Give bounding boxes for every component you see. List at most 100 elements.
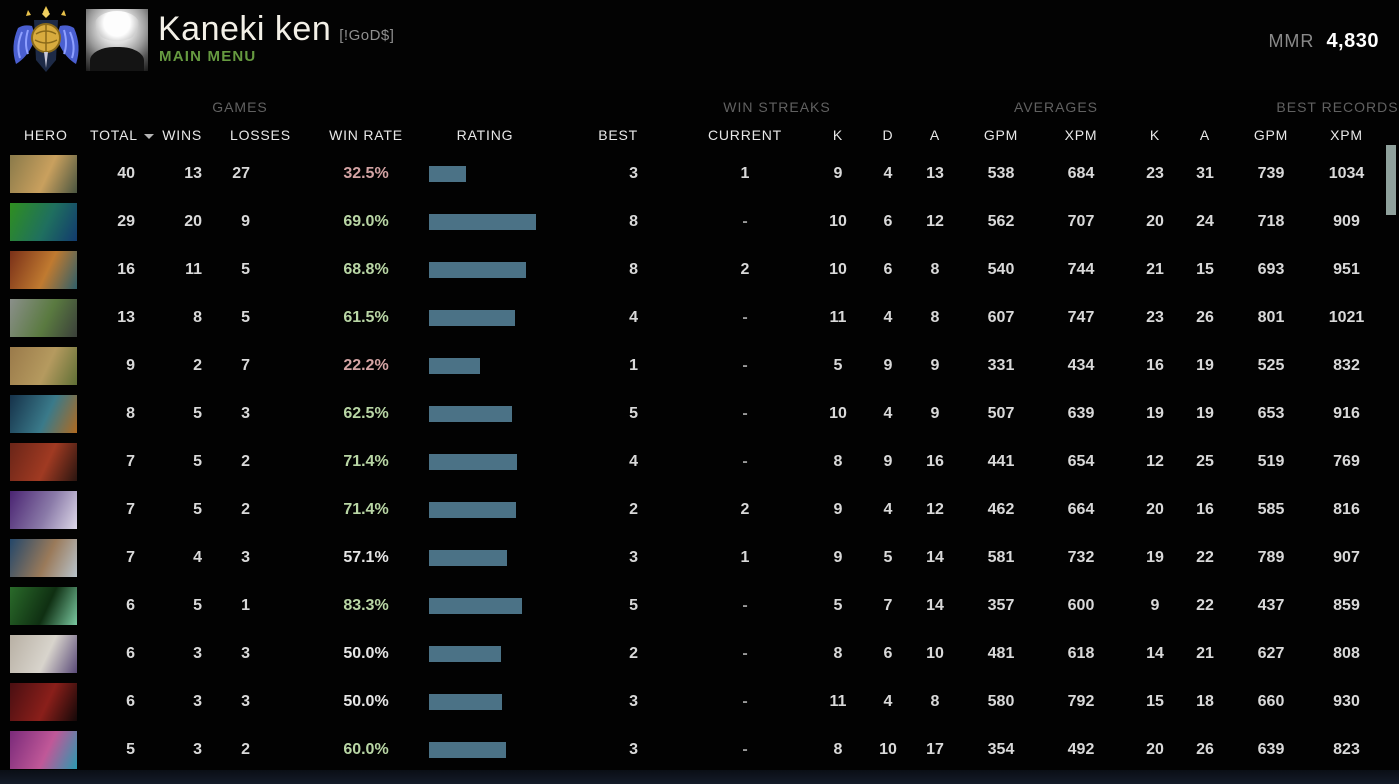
wins-value: 5 [193,453,202,470]
rxpm-value: 930 [1333,693,1360,710]
chevron-down-icon [143,133,154,139]
hero-row[interactable]: 5 3 2 60.0% 3 - 8 10 17 354 492 20 26 639 823 [0,726,1385,774]
hero-portrait[interactable] [10,347,77,385]
hero-portrait[interactable] [10,299,77,337]
xpm-value: 664 [1067,501,1095,518]
total-value: 5 [126,741,135,758]
xpm-value: 654 [1067,453,1095,470]
column-wins[interactable]: WINS [162,127,202,143]
column-gpm[interactable]: GPM [983,127,1019,143]
top-bar: Kaneki ken [!GoD$] MAIN MENU MMR 4,830 [0,0,1399,90]
hero-row[interactable]: 6 3 3 50.0% 3 - 11 4 8 580 792 15 18 660 930 [0,678,1385,726]
wins-value: 13 [184,165,202,182]
column-best-gpm[interactable]: GPM [1253,127,1289,143]
gpm-value: 354 [987,741,1015,758]
hero-portrait[interactable] [10,539,77,577]
rating-bar [410,358,560,374]
hero-row[interactable]: 13 8 5 61.5% 4 - 11 4 8 607 747 23 26 801 1021 [0,294,1385,342]
player-name: Kaneki ken [!GoD$] [158,10,395,48]
hero-row[interactable]: 7 4 3 57.1% 3 1 9 5 14 581 732 19 22 789 907 [0,534,1385,582]
main-menu-button[interactable]: MAIN MENU [159,48,257,65]
column-losses[interactable]: LOSSES [230,127,291,143]
column-assists[interactable]: A [929,127,941,143]
mmr-value: 4,830 [1326,30,1379,52]
best-value: 3 [629,741,638,758]
a-value: 14 [926,597,944,614]
ra-value: 19 [1196,357,1214,374]
ra-value: 21 [1196,645,1214,662]
win-rate-value: 68.8% [343,261,389,278]
wins-value: 4 [193,549,202,566]
hero-cell [0,203,90,241]
total-value: 40 [117,165,135,182]
d-value: 6 [883,645,893,662]
current-value: - [742,213,748,230]
wins-value: 3 [193,741,202,758]
column-win-rate[interactable]: WIN RATE [329,127,403,143]
hero-portrait[interactable] [10,395,77,433]
hero-portrait[interactable] [10,203,77,241]
rxpm-value: 909 [1333,213,1360,230]
column-kills[interactable]: K [832,127,844,143]
column-xpm[interactable]: XPM [1064,127,1098,143]
column-hero[interactable]: HERO [24,127,68,143]
best-value: 5 [629,597,638,614]
rxpm-value: 823 [1333,741,1360,758]
current-value: - [742,405,748,422]
scrollbar-thumb[interactable] [1386,145,1396,215]
gpm-value: 481 [987,645,1015,662]
ra-value: 31 [1196,165,1214,182]
hero-portrait[interactable] [10,155,77,193]
xpm-value: 434 [1067,357,1095,374]
losses-value: 5 [241,309,250,326]
hero-row[interactable]: 7 5 2 71.4% 4 - 8 9 16 441 654 12 25 519 769 [0,438,1385,486]
losses-value: 9 [241,213,250,230]
hero-portrait[interactable] [10,251,77,289]
hero-cell [0,299,90,337]
hero-portrait[interactable] [10,587,77,625]
ra-value: 25 [1196,453,1214,470]
total-value: 16 [117,261,135,278]
d-value: 4 [883,693,893,710]
column-total[interactable]: TOTAL [90,118,160,152]
hero-portrait[interactable] [10,635,77,673]
hero-row[interactable]: 29 20 9 69.0% 8 - 10 6 12 562 707 20 24 718 909 [0,198,1385,246]
rk-value: 21 [1146,261,1164,278]
hero-row[interactable]: 6 3 3 50.0% 2 - 8 6 10 481 618 14 21 627 808 [0,630,1385,678]
scrollbar-track[interactable] [1385,140,1399,780]
column-best-xpm[interactable]: XPM [1330,127,1363,143]
hero-row[interactable]: 8 5 3 62.5% 5 - 10 4 9 507 639 19 19 653 916 [0,390,1385,438]
column-best-assists[interactable]: A [1199,127,1211,143]
hero-portrait[interactable] [10,731,77,769]
hero-row[interactable]: 40 13 27 32.5% 3 1 9 4 13 538 684 23 31 739 1034 [0,150,1385,198]
xpm-value: 747 [1067,309,1095,326]
rk-value: 12 [1146,453,1164,470]
hero-portrait[interactable] [10,443,77,481]
hero-portrait[interactable] [10,683,77,721]
rgpm-value: 639 [1257,741,1285,758]
k-value: 10 [829,261,847,278]
column-best[interactable]: BEST [598,127,638,143]
column-best-kills[interactable]: K [1149,127,1161,143]
rxpm-value: 951 [1333,261,1360,278]
gpm-value: 441 [987,453,1015,470]
hero-row[interactable]: 9 2 7 22.2% 1 - 5 9 9 331 434 16 19 525 832 [0,342,1385,390]
hero-cell [0,395,90,433]
rgpm-value: 653 [1257,405,1285,422]
current-value: - [742,693,748,710]
hero-cell [0,347,90,385]
xpm-value: 732 [1067,549,1095,566]
column-rating[interactable]: RATING [456,127,514,143]
rating-bar [410,310,560,326]
losses-value: 3 [241,549,250,566]
hero-portrait[interactable] [10,491,77,529]
wins-value: 3 [193,693,202,710]
hero-row[interactable]: 7 5 2 71.4% 2 2 9 4 12 462 664 20 16 585 816 [0,486,1385,534]
hero-row[interactable]: 6 5 1 83.3% 5 - 5 7 14 357 600 9 22 437 859 [0,582,1385,630]
k-value: 9 [833,549,843,566]
hero-row[interactable]: 16 11 5 68.8% 8 2 10 6 8 540 744 21 15 693 951 [0,246,1385,294]
column-deaths[interactable]: D [882,127,894,143]
ra-value: 22 [1196,597,1214,614]
column-current[interactable]: CURRENT [707,127,783,143]
xpm-value: 600 [1067,597,1095,614]
